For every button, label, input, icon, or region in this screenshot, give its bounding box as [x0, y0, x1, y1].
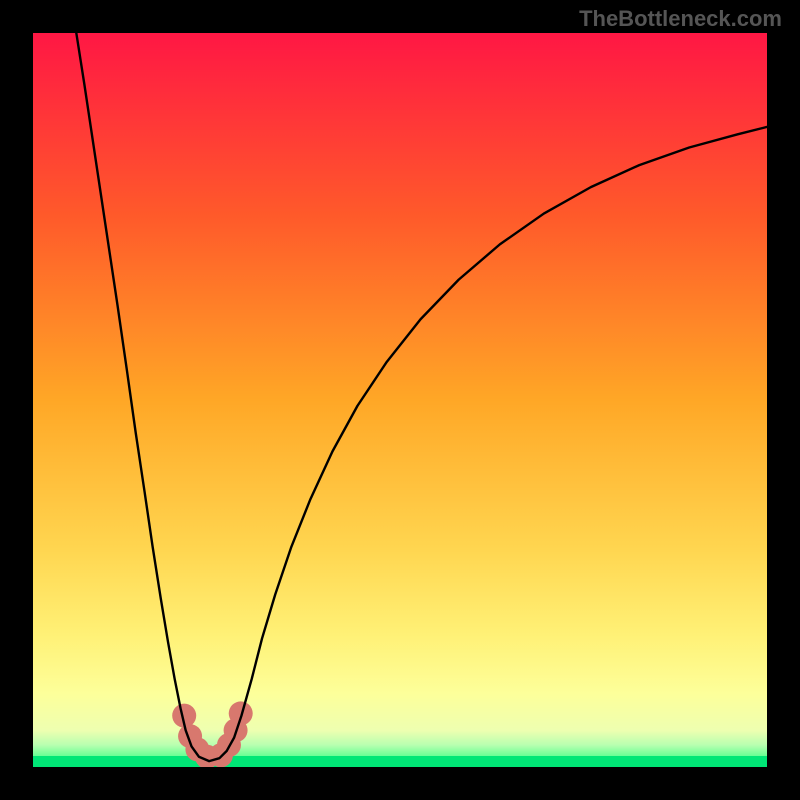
green-baseline-band [33, 756, 767, 767]
figure-root: TheBottleneck.com [0, 0, 800, 800]
plot-area [33, 33, 767, 767]
gradient-background [33, 33, 767, 767]
attribution-label: TheBottleneck.com [579, 6, 782, 32]
